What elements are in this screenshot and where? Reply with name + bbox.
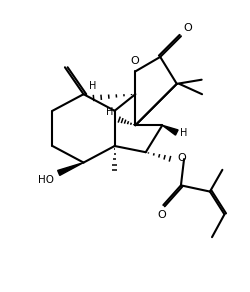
Text: H: H	[89, 81, 96, 91]
Polygon shape	[162, 125, 178, 135]
Text: HO: HO	[38, 175, 54, 185]
Text: O: O	[157, 210, 166, 220]
Text: O: O	[178, 153, 186, 164]
Text: O: O	[130, 56, 139, 66]
Polygon shape	[58, 163, 84, 175]
Text: O: O	[183, 23, 192, 33]
Text: H: H	[106, 107, 114, 117]
Text: H: H	[180, 128, 187, 138]
